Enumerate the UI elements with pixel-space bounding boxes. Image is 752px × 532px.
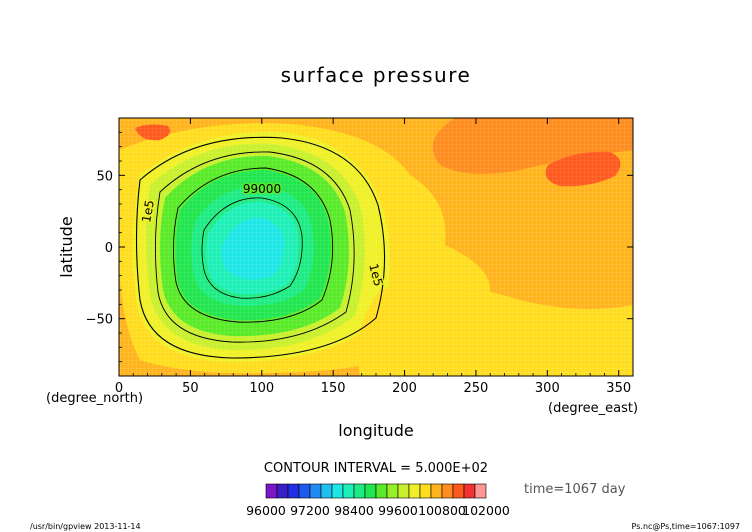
colorbar-label-4: 100800	[418, 503, 466, 518]
contour-line-99000	[172, 167, 334, 323]
colorbar-label-2: 98400	[334, 503, 374, 518]
y-tick-label-2: −50	[86, 313, 113, 328]
colorbar-swatch-13	[408, 483, 421, 499]
contour-label-99000: 99000	[243, 182, 281, 196]
colorbar-swatch-14	[419, 483, 432, 499]
contour-line-99500	[154, 151, 355, 343]
pressure-field	[119, 118, 633, 376]
colorbar-swatch-15	[430, 483, 443, 499]
contour-line-98500	[201, 197, 303, 299]
colorbar-swatch-5	[320, 483, 333, 499]
colorbar-label-3: 99600	[378, 503, 418, 518]
x-tick-label-5: 250	[464, 381, 489, 396]
x-axis-unit: (degree_east)	[548, 401, 638, 416]
colorbar-swatch-4	[309, 483, 322, 499]
colorbar-label-1: 97200	[290, 503, 330, 518]
x-tick-label-1: 50	[182, 381, 199, 396]
colorbar-swatch-16	[441, 483, 454, 499]
colorbar-label-0: 96000	[246, 503, 286, 518]
time-annotation: time=1067 day	[524, 482, 626, 497]
contour-label-1e5-east: 1e5	[366, 262, 385, 288]
footer-right: Ps.nc@Ps,time=1067:1097	[632, 522, 740, 531]
x-tick-label-4: 200	[392, 381, 417, 396]
colorbar-swatch-11	[386, 483, 399, 499]
colorbar-swatch-19	[474, 483, 487, 499]
x-tick-label-7: 350	[606, 381, 631, 396]
x-tick-label-3: 150	[321, 381, 346, 396]
colorbar-swatch-0	[265, 483, 278, 499]
x-tick-label-2: 100	[249, 381, 274, 396]
colorbar-swatch-3	[298, 483, 311, 499]
x-tick-label-6: 300	[535, 381, 560, 396]
y-axis-unit: (degree_north)	[46, 391, 143, 406]
y-tick-label-1: 0	[105, 241, 113, 256]
colorbar-swatch-6	[331, 483, 344, 499]
y-axis-label: latitude	[57, 216, 76, 277]
colorbar-swatch-7	[342, 483, 355, 499]
x-axis: 0 50 100 150 200 250 300 350	[115, 118, 631, 396]
footer-left: /usr/bin/gpview 2013-11-14	[30, 522, 141, 531]
colorbar-label-5: 102000	[462, 503, 510, 518]
colorbar-swatch-1	[276, 483, 289, 499]
y-tick-label-0: 50	[96, 169, 113, 184]
colorbar-swatch-9	[364, 483, 377, 499]
colorbar-swatch-2	[287, 483, 300, 499]
colorbar-swatch-17	[452, 483, 465, 499]
chart-title: surface pressure	[281, 63, 472, 87]
y-axis: 50 0 −50	[86, 131, 633, 363]
x-axis-label: longitude	[338, 421, 413, 440]
colorbar-swatch-18	[463, 483, 476, 499]
colorbar-swatch-12	[397, 483, 410, 499]
colorbar-swatch-8	[353, 483, 366, 499]
colorbar-swatch-10	[375, 483, 388, 499]
contour-line-1e5	[135, 136, 386, 359]
contour-label-1e5-west: 1e5	[139, 199, 157, 224]
x-tick-label-0: 0	[115, 381, 123, 396]
contour-interval-text: CONTOUR INTERVAL = 5.000E+02	[264, 461, 488, 476]
